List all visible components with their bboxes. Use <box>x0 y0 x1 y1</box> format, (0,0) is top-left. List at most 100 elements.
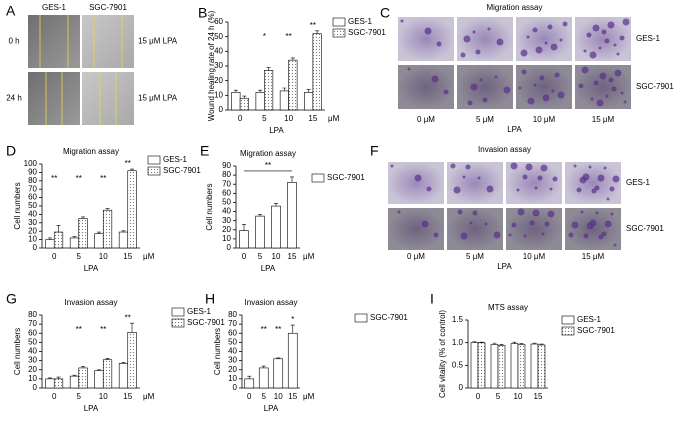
y-tick-label: 0 <box>33 243 38 252</box>
x-tick-label: 0 <box>242 252 247 261</box>
stained-cell <box>576 187 582 193</box>
significance: ** <box>125 313 131 322</box>
stained-cell <box>604 38 610 44</box>
panel-letter: D <box>6 143 16 159</box>
chart-title: MTS assay <box>488 303 528 312</box>
stained-cell <box>590 97 594 101</box>
bar <box>287 182 297 249</box>
stained-cell <box>551 89 555 93</box>
error-bar <box>130 322 135 333</box>
x-tick-label: 10 <box>274 392 283 401</box>
error-bar <box>499 344 504 346</box>
stained-cell <box>526 35 530 39</box>
legend-swatch <box>332 28 346 38</box>
y-tick-label: 0 <box>33 383 38 392</box>
error-bar <box>247 375 252 379</box>
legend-swatch <box>354 313 368 323</box>
y-tick-label: 1.0 <box>452 338 464 347</box>
y-axis-label: Cell vitality (% of control) <box>438 310 447 398</box>
stained-cell <box>588 165 592 169</box>
error-bar <box>282 87 287 91</box>
bar <box>258 367 269 389</box>
stained-cell <box>607 21 615 29</box>
column-label: SGC-7901 <box>89 3 127 12</box>
legend-swatch <box>171 307 185 317</box>
stained-cell <box>539 75 545 81</box>
stained-cell <box>421 220 429 228</box>
stained-cell <box>460 52 466 58</box>
legend-label: SGC-7901 <box>327 173 365 182</box>
panel-title: Migration assay <box>486 3 542 12</box>
error-bar <box>233 89 238 93</box>
bar <box>118 363 129 389</box>
stained-cell <box>547 24 553 30</box>
chart-title: Migration assay <box>240 149 296 158</box>
panel-letter: I <box>430 291 434 307</box>
significance: ** <box>51 174 57 183</box>
stained-cell <box>613 243 617 247</box>
bar <box>45 239 55 249</box>
stained-cell <box>544 41 548 45</box>
error-bar <box>519 343 524 345</box>
y-tick-label: 90 <box>222 161 231 170</box>
stained-cell <box>533 83 537 87</box>
panel-letter: C <box>380 5 390 21</box>
y-tick-label: 60 <box>28 193 37 202</box>
y-tick-label: 0 <box>219 105 224 114</box>
y-tick-label: 50 <box>28 337 37 346</box>
stained-cell <box>436 41 442 47</box>
bar <box>102 209 113 249</box>
legend-label: SGC-7901 <box>187 318 225 327</box>
error-bar <box>242 224 246 231</box>
y-tick-label: 10 <box>28 374 37 383</box>
error-bar <box>266 67 271 71</box>
y-tick-label: 20 <box>222 225 231 234</box>
stained-cell <box>598 46 602 50</box>
stained-cell <box>521 69 527 75</box>
stained-cell <box>623 100 627 104</box>
y-tick-label: 1.5 <box>452 315 464 324</box>
bar <box>517 344 526 389</box>
bar <box>288 59 298 111</box>
stained-cell <box>486 185 494 193</box>
column-label: 15 μM <box>582 252 605 261</box>
stained-cell <box>518 86 522 90</box>
y-tick-label: 0.5 <box>452 360 464 369</box>
stained-cell <box>532 209 540 217</box>
stained-cell <box>583 233 589 239</box>
x-tick-label: 10 <box>514 392 523 401</box>
stained-cell <box>619 35 625 41</box>
bar <box>477 342 486 389</box>
error-bar <box>47 237 52 240</box>
stained-cell <box>586 222 594 230</box>
stained-cell <box>562 21 568 27</box>
bar <box>255 92 265 111</box>
bar <box>255 215 265 249</box>
stained-cell <box>493 231 501 239</box>
error-bar <box>472 341 477 343</box>
bar <box>102 359 113 389</box>
x-axis-label: LPA <box>84 404 99 413</box>
stained-cell <box>541 232 545 236</box>
stained-cell <box>534 186 538 190</box>
chart-title: Migration assay <box>63 147 119 156</box>
micrograph <box>398 17 454 61</box>
bar <box>53 378 64 389</box>
y-axis-label: Cell numbers <box>13 182 22 229</box>
y-tick-label: 70 <box>222 179 231 188</box>
bar <box>510 343 519 389</box>
stained-cell <box>465 164 471 170</box>
x-tick-label: 5 <box>258 252 263 261</box>
stained-cell <box>568 232 574 238</box>
stained-cell <box>595 211 599 215</box>
y-axis-label: Wound healing rate of 24 h (%) <box>207 10 216 121</box>
x-tick-label: 15 <box>308 114 317 123</box>
error-bar <box>306 89 311 93</box>
column-label: GES-1 <box>42 3 67 12</box>
row-label: SGC-7901 <box>636 82 674 91</box>
legend-label: GES-1 <box>348 17 373 26</box>
micrograph <box>447 162 503 204</box>
bar <box>264 70 274 111</box>
bar <box>78 367 88 389</box>
bar <box>118 231 129 249</box>
